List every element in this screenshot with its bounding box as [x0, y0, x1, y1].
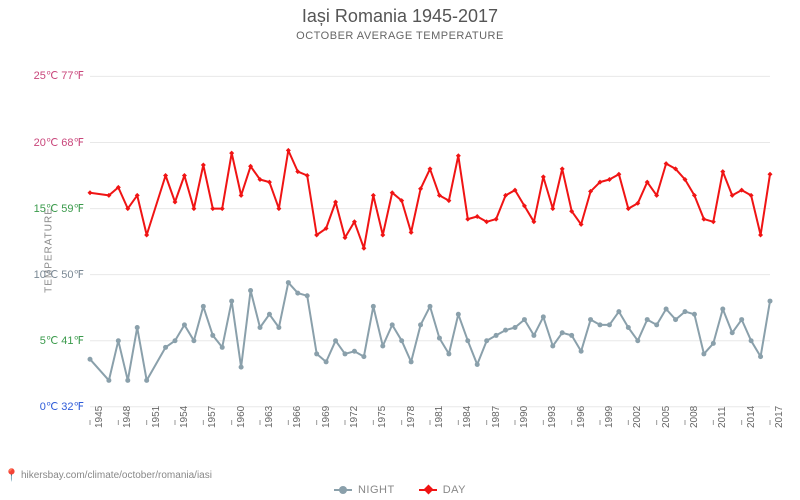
y-tick-label: 15℃ 59℉ — [34, 202, 84, 215]
legend-swatch-night — [334, 485, 352, 495]
x-tick-label: 1972 — [349, 406, 360, 428]
plot-area — [90, 50, 770, 420]
x-tick-label: 1951 — [151, 406, 162, 428]
y-tick-label: 0℃ 32℉ — [40, 400, 84, 413]
attribution: 📍 hikersbay.com/climate/october/romania/… — [4, 468, 212, 482]
x-tick-label: 2011 — [717, 406, 728, 428]
y-tick-label: 25℃ 77℉ — [34, 69, 84, 82]
x-tick-label: 1975 — [377, 406, 388, 428]
y-tick-label: 10℃ 50℉ — [34, 268, 84, 281]
legend-item-day: DAY — [419, 484, 466, 496]
x-tick-label: 1960 — [236, 406, 247, 428]
y-tick-label: 20℃ 68℉ — [34, 136, 84, 149]
x-tick-label: 1966 — [292, 406, 303, 428]
map-pin-icon: 📍 — [4, 468, 19, 482]
legend: NIGHT DAY — [0, 484, 800, 496]
x-tick-label: 1984 — [462, 406, 473, 428]
x-tick-label: 1948 — [122, 406, 133, 428]
legend-swatch-day — [419, 485, 437, 495]
x-tick-label: 1996 — [576, 406, 587, 428]
x-tick-label: 2008 — [689, 406, 700, 428]
x-tick-label: 1993 — [547, 406, 558, 428]
chart-subtitle: OCTOBER AVERAGE TEMPERATURE — [0, 30, 800, 42]
x-tick-label: 2002 — [632, 406, 643, 428]
x-tick-label: 1987 — [491, 406, 502, 428]
legend-label-night: NIGHT — [358, 484, 395, 496]
chart-container: Iași Romania 1945-2017 OCTOBER AVERAGE T… — [0, 0, 800, 500]
x-tick-label: 1990 — [519, 406, 530, 428]
x-tick-label: 2005 — [661, 406, 672, 428]
x-tick-label: 1963 — [264, 406, 275, 428]
x-tick-label: 1957 — [207, 406, 218, 428]
chart-title: Iași Romania 1945-2017 — [0, 6, 800, 27]
plot-svg — [90, 50, 770, 420]
x-tick-label: 1954 — [179, 406, 190, 428]
x-tick-label: 2017 — [774, 406, 785, 428]
x-tick-label: 1999 — [604, 406, 615, 428]
x-tick-label: 1981 — [434, 406, 445, 428]
legend-item-night: NIGHT — [334, 484, 395, 496]
y-tick-label: 5℃ 41℉ — [40, 334, 84, 347]
x-tick-label: 1945 — [94, 406, 105, 428]
x-tick-label: 2014 — [746, 406, 757, 428]
x-tick-label: 1978 — [406, 406, 417, 428]
attribution-text: hikersbay.com/climate/october/romania/ia… — [21, 470, 212, 481]
x-tick-label: 1969 — [321, 406, 332, 428]
legend-label-day: DAY — [443, 484, 466, 496]
